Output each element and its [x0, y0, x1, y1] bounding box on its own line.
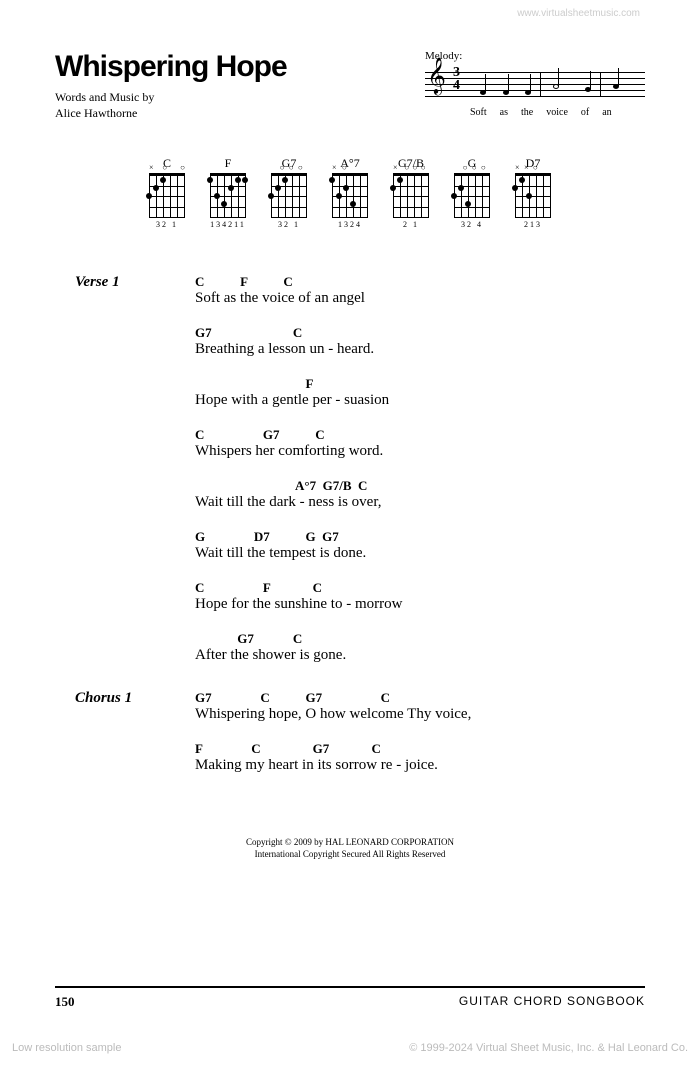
copyright-line1: Copyright © 2009 by HAL LEONARD CORPORAT…: [55, 837, 645, 849]
watermark-bottom-right: © 1999-2024 Virtual Sheet Music, Inc. & …: [409, 1042, 688, 1054]
page-footer: 150 GUITAR CHORD SONGBOOK: [55, 986, 645, 1010]
chord-line: C F C: [195, 274, 645, 290]
fretboard: ××○: [515, 175, 551, 217]
watermark-bottom-left: Low resolution sample: [12, 1042, 121, 1054]
lyric-text: After the shower is gone.: [195, 647, 645, 664]
chord-fingering: 32 1: [149, 220, 185, 229]
fretboard: ×○○: [149, 175, 185, 217]
lyric-line: G7 CBreathing a lesson un - heard.: [195, 325, 645, 358]
lyric-text: Breathing a lesson un - heard.: [195, 341, 645, 358]
chord-line: F C G7 C: [195, 741, 645, 757]
melody-label: Melody:: [425, 50, 645, 62]
melody-block: Melody: 𝄞 3 4: [425, 50, 645, 118]
chord-fingering: 134211: [210, 220, 246, 229]
lyric-text: Wait till the tempest is done.: [195, 545, 645, 562]
chord-diagram: G7○○○32 1: [271, 156, 307, 229]
chord-line: G7 C: [195, 325, 645, 341]
chord-diagram: G○○○32 4: [454, 156, 490, 229]
chord-fingering: 2 1: [393, 220, 429, 229]
treble-clef-icon: 𝄞: [427, 59, 446, 91]
book-title: GUITAR CHORD SONGBOOK: [459, 994, 645, 1010]
lyric-line: F C G7 CMaking my heart in its sorrow re…: [195, 741, 645, 774]
chord-diagram: F 134211: [210, 156, 246, 229]
credits-line2: Alice Hawthorne: [55, 106, 425, 122]
lyric-text: Whispers her comforting word.: [195, 443, 645, 460]
fretboard: ○○○: [454, 175, 490, 217]
lyric-text: Making my heart in its sorrow re - joice…: [195, 757, 645, 774]
lyric-line: C G7 CWhispers her comforting word.: [195, 427, 645, 460]
chord-fingering: 32 4: [454, 220, 490, 229]
section: Chorus 1G7 C G7 CWhispering hope, O how …: [75, 690, 645, 792]
fretboard: [210, 175, 246, 217]
timesig-bottom: 4: [453, 80, 460, 93]
chord-line: F: [195, 376, 645, 392]
melody-syl: of: [581, 107, 589, 118]
melody-staff: 𝄞 3 4: [425, 64, 645, 104]
chord-line: A°7 G7/B C: [195, 478, 645, 494]
chord-line: C G7 C: [195, 427, 645, 443]
chord-diagram: A°7×○ 1324: [332, 156, 368, 229]
lyrics-block: C F CSoft as the voice of an angelG7 CBr…: [195, 274, 645, 682]
melody-syl: voice: [546, 107, 568, 118]
section-label: Chorus 1: [75, 690, 195, 792]
lyric-text: Hope for the sunshine to - morrow: [195, 596, 645, 613]
lyric-text: Hope with a gentle per - suasion: [195, 392, 645, 409]
melody-syl: an: [602, 107, 611, 118]
chord-line: C F C: [195, 580, 645, 596]
melody-syl: the: [521, 107, 533, 118]
lyrics-content: Verse 1C F CSoft as the voice of an ange…: [55, 274, 645, 792]
fretboard: ×○: [332, 175, 368, 217]
chord-line: G7 C: [195, 631, 645, 647]
chord-diagram: G7/B×○○○2 1: [393, 156, 429, 229]
melody-lyrics: Soft as the voice of an: [425, 107, 645, 118]
lyric-line: C F CSoft as the voice of an angel: [195, 274, 645, 307]
chord-diagrams-row: C×○○32 1F134211G7○○○32 1A°7×○ 1324G7/B×○…: [55, 156, 645, 229]
section-label: Verse 1: [75, 274, 195, 682]
copyright-block: Copyright © 2009 by HAL LEONARD CORPORAT…: [55, 837, 645, 860]
credits: Words and Music by Alice Hawthorne: [55, 90, 425, 121]
watermark-top: www.virtualsheetmusic.com: [517, 8, 640, 19]
fretboard: ○○○: [271, 175, 307, 217]
copyright-line2: International Copyright Secured All Righ…: [55, 849, 645, 861]
lyrics-block: G7 C G7 CWhispering hope, O how welcome …: [195, 690, 645, 792]
lyric-line: C F CHope for the sunshine to - morrow: [195, 580, 645, 613]
song-title: Whispering Hope: [55, 50, 425, 84]
lyric-text: Wait till the dark - ness is over,: [195, 494, 645, 511]
credits-line1: Words and Music by: [55, 90, 425, 106]
lyric-line: G D7 G G7Wait till the tempest is done.: [195, 529, 645, 562]
lyric-text: Soft as the voice of an angel: [195, 290, 645, 307]
lyric-line: A°7 G7/B CWait till the dark - ness is o…: [195, 478, 645, 511]
lyric-line: G7 CAfter the shower is gone.: [195, 631, 645, 664]
chord-diagram: D7××○ 213: [515, 156, 551, 229]
chord-diagram: C×○○32 1: [149, 156, 185, 229]
fretboard: ×○○○: [393, 175, 429, 217]
lyric-line: G7 C G7 CWhispering hope, O how welcome …: [195, 690, 645, 723]
melody-syl: as: [500, 107, 508, 118]
page-number: 150: [55, 994, 75, 1010]
chord-fingering: 1324: [332, 220, 368, 229]
melody-syl: Soft: [470, 107, 487, 118]
chord-line: G7 C G7 C: [195, 690, 645, 706]
title-block: Whispering Hope Words and Music by Alice…: [55, 50, 425, 121]
chord-line: G D7 G G7: [195, 529, 645, 545]
lyric-line: FHope with a gentle per - suasion: [195, 376, 645, 409]
chord-fingering: 213: [515, 220, 551, 229]
section: Verse 1C F CSoft as the voice of an ange…: [75, 274, 645, 682]
chord-fingering: 32 1: [271, 220, 307, 229]
lyric-text: Whispering hope, O how welcome Thy voice…: [195, 706, 645, 723]
page-content: Whispering Hope Words and Music by Alice…: [0, 0, 700, 891]
header: Whispering Hope Words and Music by Alice…: [55, 50, 645, 121]
chord-name: F: [210, 156, 246, 171]
time-signature: 3 4: [453, 67, 460, 92]
